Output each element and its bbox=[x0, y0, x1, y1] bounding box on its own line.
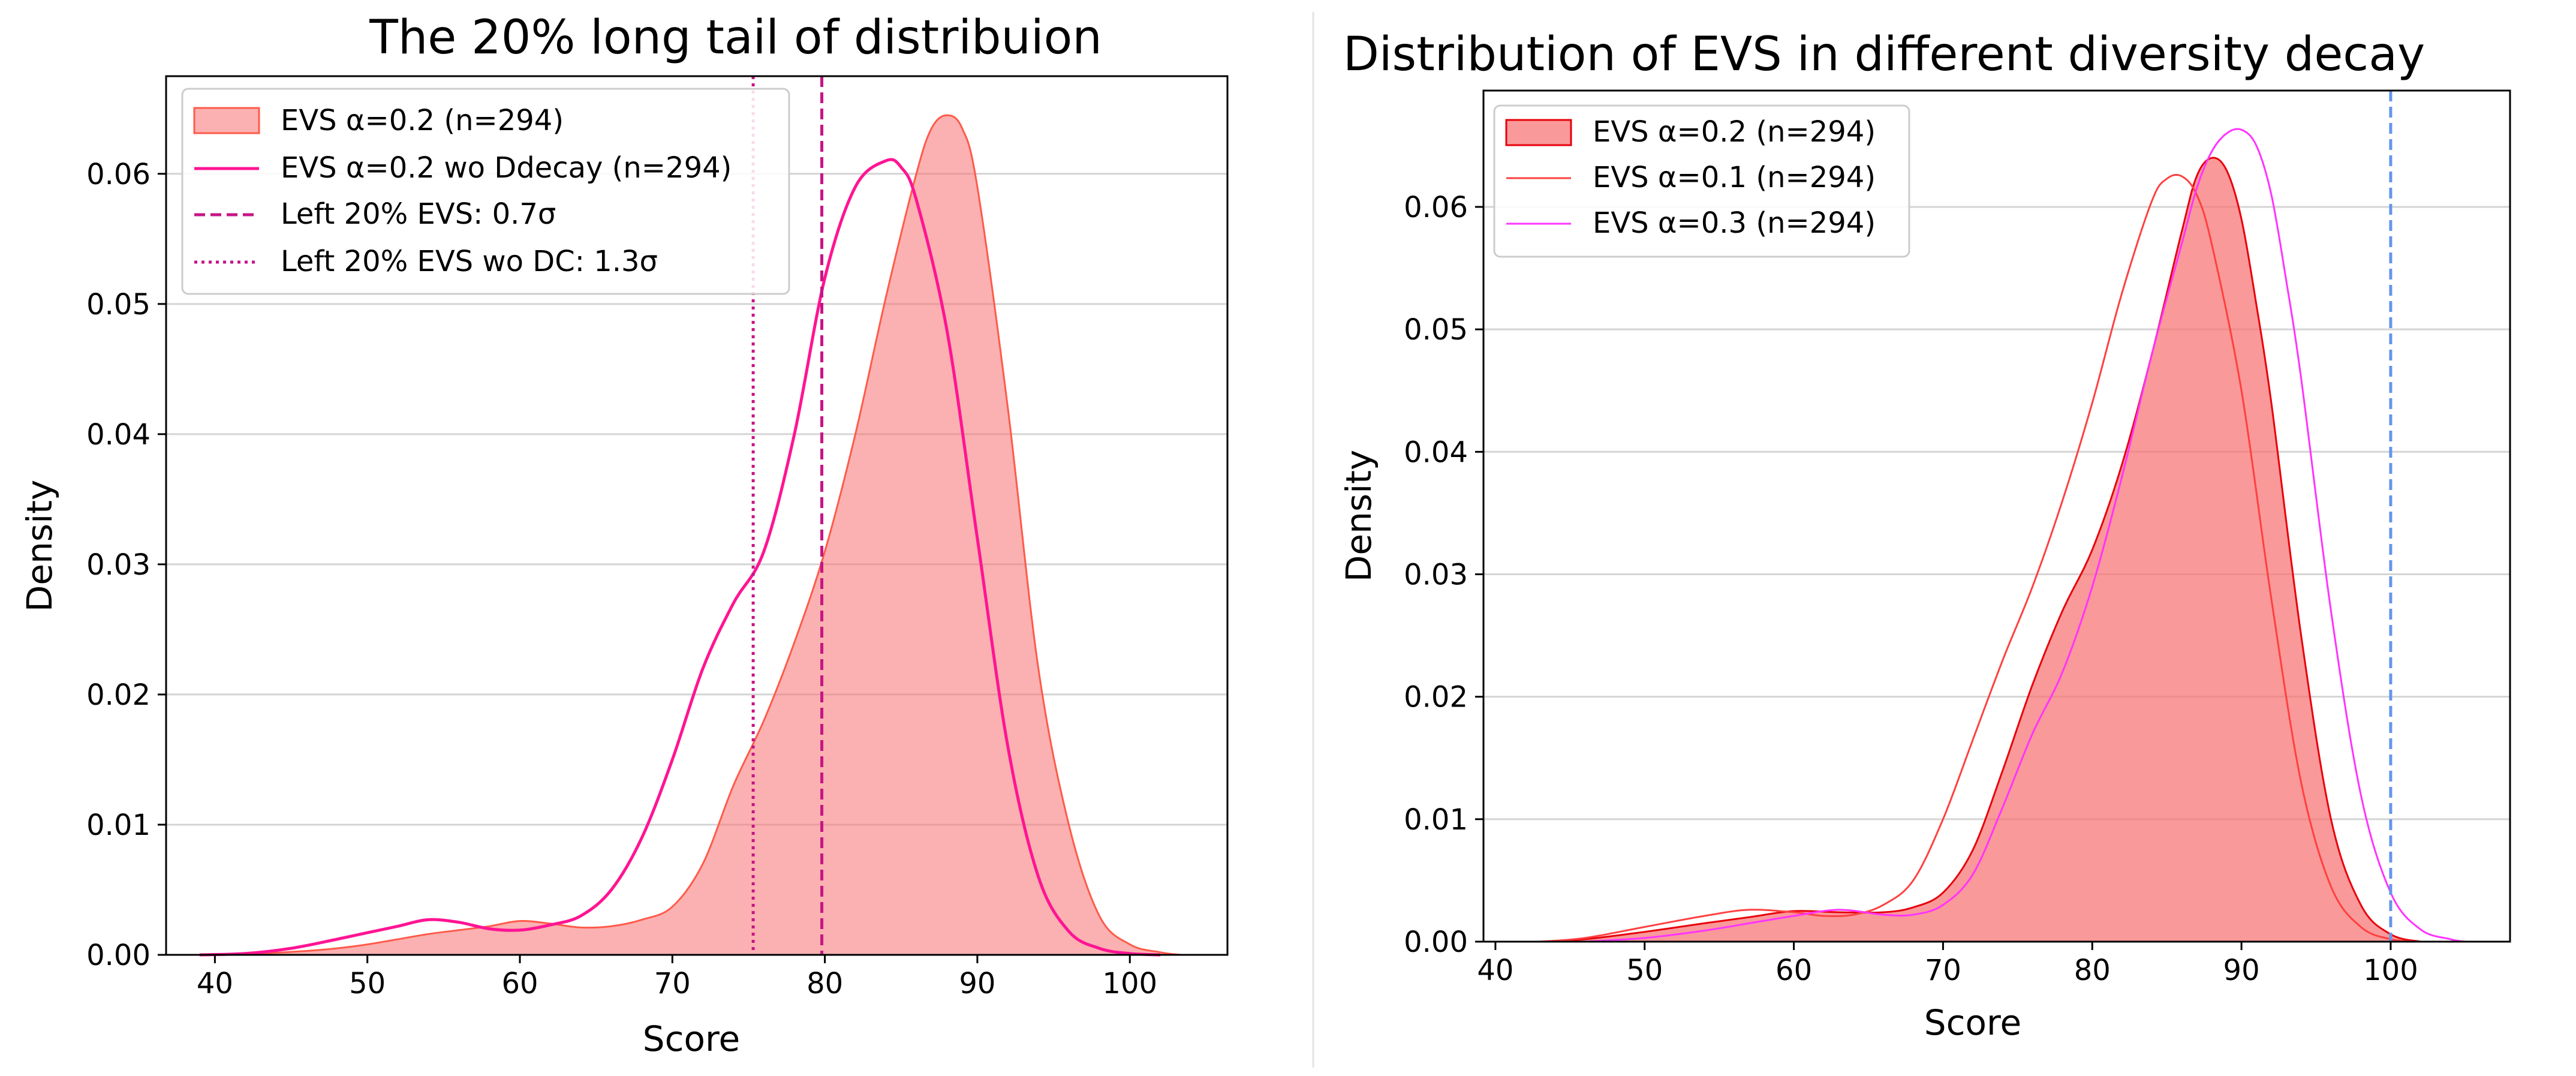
right-x-axis-label: Score bbox=[1924, 1002, 2021, 1043]
right-chart-title: Distribution of EVS in different diversi… bbox=[1343, 28, 2425, 82]
left-ytick-label: 0.03 bbox=[86, 548, 151, 582]
right-ytick-label: 0.01 bbox=[1404, 803, 1468, 837]
right-grid bbox=[1483, 206, 2510, 820]
left-ticks: 40 50 60 70 80 90 100 0.00 0.01 0.02 0.03 0.04 0.05 0… bbox=[86, 158, 1157, 1000]
right-legend-label-alpha02: EVS α=0.2 (n=294) bbox=[1593, 115, 1876, 149]
left-legend: EVS α=0.2 (n=294) EVS α=0.2 wo Ddecay (n… bbox=[181, 88, 790, 295]
right-ticks: 40 50 60 70 80 90 100 0.00 0.01 0.02 0.03 0.04 0.05 0… bbox=[1404, 191, 2418, 987]
left-series-evs-0-2-n-294-fill bbox=[215, 115, 1181, 955]
right-ytick-label: 0.05 bbox=[1404, 313, 1468, 347]
right-y-axis-label: Density bbox=[1338, 450, 1379, 582]
left-ytick-label: 0.04 bbox=[86, 418, 151, 452]
right-ytick-label: 0.06 bbox=[1404, 191, 1468, 224]
right-ytick-label: 0.02 bbox=[1404, 681, 1468, 714]
left-ytick-label: 0.02 bbox=[86, 678, 151, 712]
right-series-evs-0-1-n-294-line bbox=[1540, 173, 2421, 943]
right-legend-label-alpha01: EVS α=0.1 (n=294) bbox=[1593, 161, 1876, 194]
left-legend-box bbox=[181, 88, 790, 295]
left-y-axis-label: Density bbox=[19, 480, 60, 612]
left-xtick-label: 40 bbox=[197, 967, 233, 1000]
right-legend-box bbox=[1493, 104, 1910, 258]
left-xtick-label: 100 bbox=[1102, 967, 1157, 1000]
left-chart-title: The 20% long tail of distribuion bbox=[369, 11, 1102, 65]
right-series-evs-0-2-n-294-outline bbox=[1540, 157, 2421, 943]
left-xtick-label: 70 bbox=[654, 967, 691, 1000]
right-series-evs-0-2-n-294-fill bbox=[1540, 157, 2421, 942]
left-xtick-label: 60 bbox=[501, 967, 538, 1000]
left-axes-frame bbox=[165, 75, 1229, 956]
left-ytick-label: 0.00 bbox=[86, 939, 151, 972]
left-chart-panel: 40 50 60 70 80 90 100 0.00 0.01 0.02 0.03 0.04 0.05 0… bbox=[19, 11, 1229, 1059]
left-xtick-label: 80 bbox=[806, 967, 843, 1000]
left-series-evs-0-2-wo-ddecay-n-294-line bbox=[199, 158, 1161, 957]
left-series-evs-0-2-n-294-outline bbox=[215, 114, 1181, 956]
right-legend-swatch-filled bbox=[1505, 119, 1572, 146]
left-xtick-label: 50 bbox=[349, 967, 386, 1000]
right-series-evs-0-3-n-294-line bbox=[1585, 128, 2466, 943]
right-xtick-label: 70 bbox=[1925, 954, 1961, 987]
right-xtick-label: 50 bbox=[1626, 954, 1663, 987]
left-ytick-label: 0.01 bbox=[86, 808, 151, 842]
right-ytick-label: 0.03 bbox=[1404, 558, 1468, 591]
right-legend-label-alpha03: EVS α=0.3 (n=294) bbox=[1593, 206, 1876, 240]
left-legend-label-left20: Left 20% EVS: 0.7σ bbox=[281, 197, 556, 231]
right-xtick-label: 40 bbox=[1477, 954, 1513, 987]
left-legend-label-evs: EVS α=0.2 (n=294) bbox=[281, 104, 564, 137]
left-legend-label-left20-wodc: Left 20% EVS wo DC: 1.3σ bbox=[281, 245, 658, 278]
right-series-layer bbox=[1540, 128, 2466, 943]
right-chart-panel: 40 50 60 70 80 90 100 0.00 0.01 0.02 0.03 0.04 0.05 0… bbox=[1338, 28, 2511, 1043]
right-ytick-label: 0.04 bbox=[1404, 435, 1468, 469]
left-ytick-label: 0.06 bbox=[86, 158, 151, 191]
right-xtick-label: 60 bbox=[1775, 954, 1812, 987]
right-legend: EVS α=0.2 (n=294) EVS α=0.1 (n=294) EVS … bbox=[1493, 104, 1910, 258]
right-axes-frame bbox=[1482, 89, 2511, 943]
left-xtick-label: 90 bbox=[959, 967, 995, 1000]
right-xtick-label: 80 bbox=[2074, 954, 2111, 987]
left-ytick-label: 0.05 bbox=[86, 288, 151, 321]
right-xtick-label: 90 bbox=[2223, 954, 2260, 987]
right-ytick-label: 0.00 bbox=[1404, 925, 1468, 959]
left-legend-swatch-filled bbox=[193, 107, 260, 134]
right-xtick-label: 100 bbox=[2363, 954, 2418, 987]
left-series-layer bbox=[199, 114, 1181, 957]
left-x-axis-label: Score bbox=[643, 1018, 740, 1059]
left-legend-label-wo-ddecay: EVS α=0.2 wo Ddecay (n=294) bbox=[281, 151, 732, 185]
